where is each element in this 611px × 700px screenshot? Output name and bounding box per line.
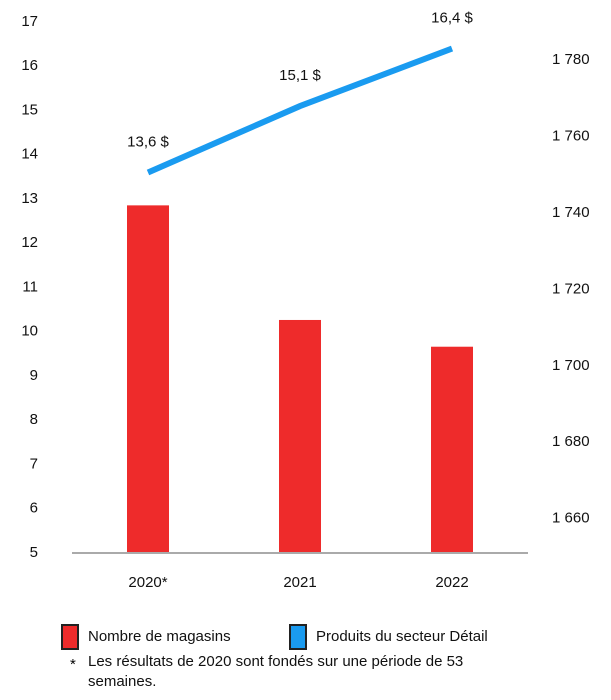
data-label: 15,1 $ [279,67,321,84]
legend-label: Nombre de magasins [88,628,231,645]
footnote: Les résultats de 2020 sont fondés sur un… [88,653,464,690]
y-tick-label: 9 [30,367,38,384]
legend-swatch [289,624,307,650]
y-tick-label: 16 [21,57,38,74]
y-tick-label: 12 [21,234,38,251]
x-tick-label: 2022 [435,574,468,591]
y-tick-label: 14 [21,146,38,163]
y2-tick-label: 1 740 [552,204,590,221]
legend-swatch [61,624,79,650]
data-label: 16,4 $ [431,10,473,27]
y2-tick-label: 1 660 [552,510,590,527]
y2-tick-label: 1 700 [552,357,590,374]
y-tick-label: 8 [30,411,38,428]
y-tick-label: 11 [22,278,38,295]
y2-tick-label: 1 780 [552,51,590,68]
data-label: 13,6 $ [127,133,169,150]
line [146,45,454,176]
y2-tick-label: 1 760 [552,128,590,145]
y2-tick-label: 1 680 [552,433,590,450]
legend-label: Produits du secteur Détail [316,628,488,645]
note-marker: * [70,656,76,673]
y-tick-label: 10 [21,323,38,340]
bar [127,205,169,553]
bar [431,346,473,553]
x-tick-label: 2020* [128,574,167,591]
y-tick-label: 13 [21,190,38,207]
y-tick-label: 15 [21,101,38,118]
chart: 5 6 7 8 9 10 11 12 13 14 15 16 17 1 660 1 680 1 700 1 72… [21,10,590,650]
y2-tick-label: 1 720 [552,280,590,297]
y-tick-label: 5 [30,544,38,561]
bar [279,319,321,553]
y-tick-label: 17 [21,13,38,30]
y-tick-label: 7 [30,455,38,472]
x-tick-label: 2021 [283,574,316,591]
y-tick-label: 6 [30,500,38,517]
